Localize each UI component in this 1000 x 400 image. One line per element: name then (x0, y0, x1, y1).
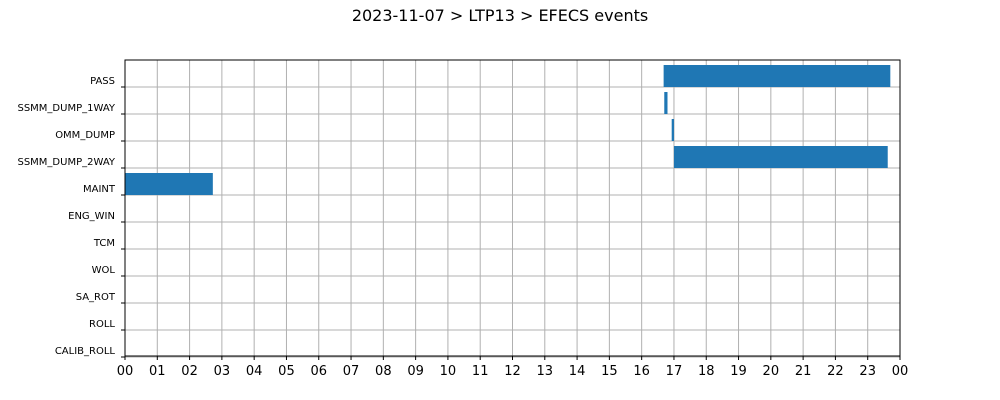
y-tick-label-tcm: TCM (93, 238, 115, 249)
x-tick-label: 07 (343, 364, 360, 379)
y-axis: PASS SSMM_DUMP_1WAY OMM_DUMP SSMM_DUMP_2WAY… (17, 76, 125, 358)
grid-lines (124, 60, 901, 358)
x-tick-label: 23 (859, 364, 876, 379)
x-tick-label: 19 (730, 364, 747, 379)
x-tick-label: 10 (440, 364, 457, 379)
event-bars (125, 65, 891, 195)
x-tick-label: 15 (601, 364, 618, 379)
x-tick-label: 13 (537, 364, 554, 379)
x-tick-label: 16 (633, 364, 650, 379)
x-tick-label: 04 (246, 364, 263, 379)
event-bar-pass (663, 65, 891, 87)
event-bar-omm-dump (671, 119, 674, 141)
x-tick-label: 00 (117, 364, 134, 379)
x-tick-label: 08 (375, 364, 392, 379)
x-tick-label: 20 (763, 364, 780, 379)
chart-title: 2023-11-07 > LTP13 > EFECS events (351, 6, 649, 25)
x-tick-label: 18 (698, 364, 715, 379)
x-tick-label: 21 (795, 364, 812, 379)
x-tick-label: 05 (278, 364, 295, 379)
x-tick-label: 17 (666, 364, 683, 379)
y-tick-label-sa-rot: SA_ROT (76, 292, 116, 303)
y-tick-label-wol: WOL (92, 265, 116, 276)
x-tick-label: 14 (569, 364, 586, 379)
y-tick-label-roll: ROLL (89, 319, 115, 330)
x-tick-label: 11 (472, 364, 489, 379)
x-tick-label: 12 (504, 364, 521, 379)
y-tick-label-eng-win: ENG_WIN (68, 211, 115, 222)
x-tick-label: 01 (149, 364, 166, 379)
y-tick-label-omm-dump: OMM_DUMP (55, 130, 115, 141)
event-bar-ssmm-dump-2way (673, 146, 888, 168)
x-tick-label: 09 (407, 364, 424, 379)
y-tick-label-maint: MAINT (83, 184, 116, 195)
x-tick-label: 02 (181, 364, 198, 379)
y-tick-label-pass: PASS (90, 76, 115, 87)
x-tick-label: 22 (827, 364, 844, 379)
x-axis: 00 01 02 03 04 05 06 07 08 09 10 11 12 13 14 15 16 17 18 19… (117, 356, 909, 379)
x-tick-label: 03 (214, 364, 231, 379)
event-bar-maint (125, 173, 213, 195)
y-tick-label-ssmm-dump-1way: SSMM_DUMP_1WAY (17, 103, 115, 114)
y-tick-label-ssmm-dump-2way: SSMM_DUMP_2WAY (17, 157, 115, 168)
y-tick-label-calib-roll: CALIB_ROLL (55, 346, 116, 357)
x-tick-label: 06 (310, 364, 327, 379)
x-tick-label: 00 (892, 364, 909, 379)
event-bar-ssmm-dump-1way (664, 92, 668, 114)
